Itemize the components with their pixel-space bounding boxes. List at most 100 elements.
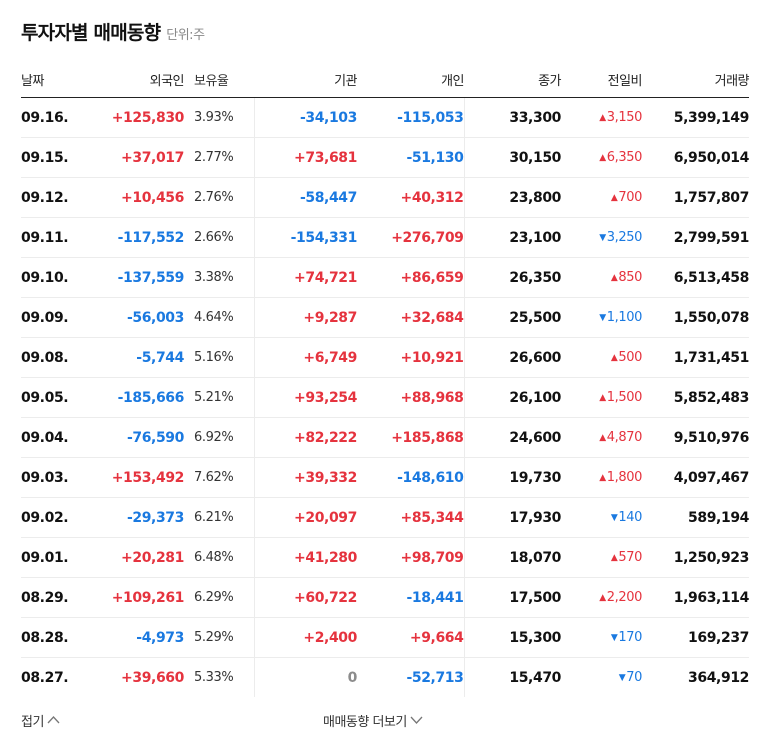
institution-net-cell: -154,331 bbox=[254, 217, 357, 258]
table-row: 09.02. -29,373 6.21% +20,097 +85,344 17,930 ▼1… bbox=[21, 497, 749, 538]
triangle-down-icon: ▼ bbox=[618, 673, 626, 683]
triangle-up-icon: ▲ bbox=[610, 353, 618, 363]
change-value: 500 bbox=[618, 350, 642, 365]
change-cell: ▲3,150 bbox=[561, 97, 643, 138]
volume-cell: 9,510,976 bbox=[642, 417, 749, 458]
change-cell: ▲850 bbox=[561, 257, 642, 298]
volume-cell: 5,852,483 bbox=[642, 377, 749, 418]
date-cell: 08.27. bbox=[21, 669, 69, 686]
close-price-cell: 18,070 bbox=[464, 537, 561, 578]
foreign-net-cell: -117,552 bbox=[101, 217, 184, 258]
change-cell: ▲1,800 bbox=[561, 457, 642, 498]
date-cell: 09.02. bbox=[21, 497, 101, 538]
foreign-net-cell: -4,973 bbox=[101, 617, 184, 658]
triangle-up-icon: ▲ bbox=[610, 273, 618, 283]
close-price-cell: 26,600 bbox=[464, 337, 561, 378]
volume-cell: 1,550,078 bbox=[642, 297, 749, 338]
triangle-down-icon: ▼ bbox=[610, 513, 618, 523]
more-trading-button[interactable]: 매매동향 더보기 bbox=[323, 711, 423, 730]
triangle-up-icon: ▲ bbox=[599, 393, 606, 403]
ownership-cell: 5.21% bbox=[184, 377, 255, 418]
table-header-row: 날짜 외국인 보유율 기관 개인 종가 전일비 거래량 bbox=[21, 61, 750, 98]
chevron-up-icon bbox=[47, 713, 60, 728]
ownership-cell: 6.48% bbox=[184, 537, 255, 578]
institution-net-cell: +6,749 bbox=[254, 337, 357, 378]
institution-net-cell: -58,447 bbox=[254, 177, 357, 218]
collapse-button[interactable]: 접기 bbox=[21, 711, 60, 730]
change-cell: ▲2,200 bbox=[561, 577, 642, 618]
foreign-net-cell: -76,590 bbox=[101, 417, 184, 458]
institution-net-cell: +82,222 bbox=[254, 417, 357, 458]
date-cell: 09.09. bbox=[21, 297, 101, 338]
change-cell: ▲6,350 bbox=[561, 137, 643, 178]
triangle-down-icon: ▼ bbox=[599, 313, 606, 323]
institution-net-cell: +9,287 bbox=[254, 297, 357, 338]
ownership-cell: 5.29% bbox=[184, 617, 255, 658]
volume-cell: 589,194 bbox=[642, 497, 749, 538]
change-value: 4,870 bbox=[606, 430, 643, 445]
table-row: 09.08. -5,744 5.16% +6,749 +10,921 26,600 ▲500… bbox=[21, 337, 749, 378]
table-row: 09.09. -56,003 4.64% +9,287 +32,684 25,500 ▼1,… bbox=[21, 297, 749, 338]
foreign-net-cell: +109,261 bbox=[101, 577, 184, 618]
date-cell: 09.10. bbox=[21, 257, 101, 298]
change-value: 1,500 bbox=[606, 390, 643, 405]
table-row: 09.16. +125,830 3.93% -34,103 -115,053 33,300… bbox=[21, 97, 749, 138]
ownership-cell: 7.62% bbox=[184, 457, 255, 498]
individual-net-cell: -51,130 bbox=[357, 137, 465, 178]
change-value: 1,100 bbox=[606, 310, 643, 325]
ownership-cell: 5.33% bbox=[184, 657, 255, 697]
col-header-individual: 개인 bbox=[357, 61, 465, 98]
change-cell: ▼3,250 bbox=[561, 217, 642, 258]
individual-net-cell: -18,441 bbox=[357, 577, 465, 618]
ownership-cell: 2.77% bbox=[184, 137, 255, 178]
change-cell: ▲4,870 bbox=[561, 417, 643, 458]
ownership-cell: 6.29% bbox=[184, 577, 255, 618]
individual-net-cell: -148,610 bbox=[357, 457, 465, 498]
volume-cell: 1,963,114 bbox=[642, 577, 749, 618]
close-price-cell: 26,100 bbox=[464, 377, 561, 418]
change-value: 70 bbox=[626, 670, 642, 685]
triangle-down-icon: ▼ bbox=[599, 233, 606, 243]
individual-net-cell: +9,664 bbox=[357, 617, 465, 658]
unit-label: 단위:주 bbox=[166, 28, 205, 43]
close-price-cell: 33,300 bbox=[464, 97, 561, 138]
foreign-net-cell: +10,456 bbox=[101, 177, 184, 218]
change-value: 570 bbox=[618, 550, 642, 565]
date-cell: 09.12. bbox=[21, 177, 101, 218]
institution-net-cell: -34,103 bbox=[254, 97, 357, 138]
close-price-cell: 24,600 bbox=[464, 417, 561, 458]
institution-net-cell: +73,681 bbox=[254, 137, 357, 178]
panel-header: 투자자별 매매동향 단위:주 bbox=[21, 18, 205, 45]
foreign-net-cell: -56,003 bbox=[101, 297, 184, 338]
change-cell: ▲700 bbox=[561, 177, 642, 218]
triangle-up-icon: ▲ bbox=[599, 593, 606, 603]
change-value: 140 bbox=[618, 510, 642, 525]
collapse-label: 접기 bbox=[21, 715, 44, 730]
col-header-institution: 기관 bbox=[254, 61, 358, 98]
date-cell: 08.28. bbox=[21, 617, 101, 658]
change-cell: ▲1,500 bbox=[561, 377, 643, 418]
change-value: 6,350 bbox=[606, 150, 643, 165]
volume-cell: 2,799,591 bbox=[642, 217, 749, 258]
change-cell: ▲570 bbox=[561, 537, 642, 578]
change-value: 3,150 bbox=[606, 110, 643, 125]
volume-cell: 1,250,923 bbox=[642, 537, 749, 578]
table-row: 09.12. +10,456 2.76% -58,447 +40,312 23,800 ▲7… bbox=[21, 177, 749, 218]
volume-cell: 5,399,149 bbox=[642, 97, 749, 138]
date-cell: 09.08. bbox=[21, 337, 101, 378]
triangle-up-icon: ▲ bbox=[599, 473, 606, 483]
col-header-date: 날짜 bbox=[21, 61, 101, 98]
table-row: 09.05. -185,666 5.21% +93,254 +88,968 26,100 ▲… bbox=[21, 377, 749, 418]
investor-trading-table: 날짜 외국인 보유율 기관 개인 종가 전일비 거래량 09.16. +125,8… bbox=[21, 61, 750, 697]
ownership-cell: 5.16% bbox=[184, 337, 255, 378]
date-cell: 09.11. bbox=[21, 217, 101, 258]
institution-net-cell: +74,721 bbox=[254, 257, 357, 298]
col-header-change: 전일비 bbox=[561, 61, 643, 98]
table-row: 09.10. -137,559 3.38% +74,721 +86,659 26,350 ▲… bbox=[21, 257, 749, 298]
date-cell: 09.04. bbox=[21, 417, 101, 458]
institution-net-cell: +60,722 bbox=[254, 577, 357, 618]
individual-net-cell: +85,344 bbox=[357, 497, 465, 538]
ownership-cell: 2.76% bbox=[184, 177, 255, 218]
ownership-cell: 3.38% bbox=[184, 257, 255, 298]
